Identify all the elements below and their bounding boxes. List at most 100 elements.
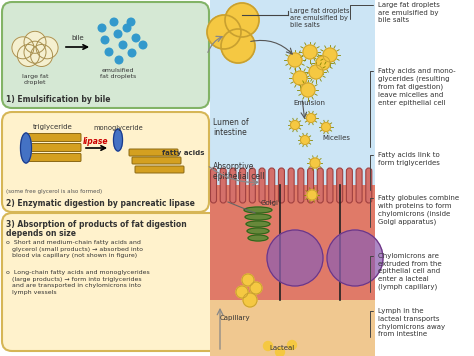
- Text: Capillary: Capillary: [219, 315, 250, 321]
- FancyBboxPatch shape: [288, 168, 294, 203]
- Circle shape: [242, 274, 254, 286]
- Text: Absorptive
epithelial cell: Absorptive epithelial cell: [213, 162, 264, 182]
- Circle shape: [114, 30, 122, 38]
- FancyBboxPatch shape: [327, 168, 333, 203]
- FancyBboxPatch shape: [27, 143, 81, 152]
- Ellipse shape: [113, 129, 122, 151]
- Circle shape: [316, 56, 330, 70]
- FancyBboxPatch shape: [317, 168, 323, 203]
- Ellipse shape: [247, 228, 269, 234]
- Text: Lumen of
intestine: Lumen of intestine: [213, 118, 249, 137]
- FancyBboxPatch shape: [366, 168, 372, 203]
- Text: Fatty globules combine
with proteins to form
chylomicrons (inside
Golgi apparatu: Fatty globules combine with proteins to …: [378, 195, 459, 225]
- FancyBboxPatch shape: [356, 168, 362, 203]
- Text: Chylomicrons are
extruded from the
epithelial cell and
enter a lacteal
(lymph ca: Chylomicrons are extruded from the epith…: [378, 253, 442, 290]
- Text: lipase: lipase: [83, 136, 109, 146]
- Circle shape: [98, 24, 106, 32]
- Circle shape: [236, 286, 248, 298]
- Circle shape: [24, 41, 46, 63]
- FancyBboxPatch shape: [308, 168, 314, 203]
- Circle shape: [310, 158, 320, 168]
- Text: 1) Emulsification by bile: 1) Emulsification by bile: [6, 94, 110, 104]
- Ellipse shape: [20, 133, 31, 163]
- Circle shape: [288, 53, 302, 67]
- Circle shape: [128, 49, 136, 57]
- Text: Fatty acids link to
form triglycerides: Fatty acids link to form triglycerides: [378, 152, 440, 166]
- Text: emulsified
fat droplets: emulsified fat droplets: [100, 68, 136, 79]
- Text: o  Short and medium-chain fatty acids and
   glycerol (small products) → absorbe: o Short and medium-chain fatty acids and…: [6, 240, 143, 258]
- Circle shape: [264, 341, 273, 351]
- FancyBboxPatch shape: [27, 134, 81, 141]
- Circle shape: [327, 230, 383, 286]
- Text: Micelles: Micelles: [322, 135, 350, 141]
- Circle shape: [36, 37, 58, 59]
- Circle shape: [309, 65, 323, 79]
- Circle shape: [307, 114, 316, 122]
- FancyBboxPatch shape: [135, 166, 184, 173]
- FancyBboxPatch shape: [210, 168, 217, 203]
- FancyBboxPatch shape: [249, 168, 255, 203]
- Circle shape: [31, 44, 53, 67]
- Circle shape: [18, 44, 39, 67]
- Text: Large fat droplets
are emulsified by
bile salts: Large fat droplets are emulsified by bil…: [290, 8, 349, 28]
- Circle shape: [127, 18, 135, 26]
- Circle shape: [321, 122, 330, 131]
- FancyBboxPatch shape: [129, 149, 178, 156]
- Text: (some free glycerol is also formed): (some free glycerol is also formed): [6, 189, 102, 194]
- Circle shape: [24, 31, 46, 53]
- FancyBboxPatch shape: [2, 112, 209, 212]
- Text: 3) Absorption of products of fat digestion: 3) Absorption of products of fat digesti…: [6, 220, 187, 229]
- Bar: [210, 0, 375, 185]
- FancyBboxPatch shape: [230, 168, 236, 203]
- FancyBboxPatch shape: [346, 168, 352, 203]
- FancyBboxPatch shape: [132, 157, 181, 164]
- Circle shape: [293, 71, 307, 85]
- Text: bile: bile: [72, 35, 84, 41]
- Circle shape: [105, 48, 113, 56]
- Ellipse shape: [244, 207, 272, 213]
- FancyBboxPatch shape: [259, 168, 265, 203]
- FancyBboxPatch shape: [27, 153, 81, 162]
- Text: fatty acids: fatty acids: [162, 150, 204, 156]
- Circle shape: [291, 120, 300, 130]
- Circle shape: [275, 347, 284, 356]
- Circle shape: [250, 282, 262, 294]
- Circle shape: [307, 190, 317, 200]
- Circle shape: [267, 230, 323, 286]
- Text: large fat
droplet: large fat droplet: [22, 74, 48, 85]
- FancyBboxPatch shape: [337, 168, 343, 203]
- Text: Lymph in the
lacteal transports
chylomicrons away
from intestine: Lymph in the lacteal transports chylomic…: [378, 308, 445, 337]
- Text: Lacteal: Lacteal: [269, 345, 295, 351]
- Circle shape: [301, 83, 315, 97]
- Ellipse shape: [246, 221, 270, 227]
- Text: o  Long-chain fatty acids and monoglycerides
   (large products) → form into tri: o Long-chain fatty acids and monoglyceri…: [6, 270, 150, 295]
- FancyBboxPatch shape: [240, 168, 246, 203]
- FancyBboxPatch shape: [278, 168, 284, 203]
- Text: Fatty acids and mono-
glycerides (resulting
from fat digestion)
leave micelles a: Fatty acids and mono- glycerides (result…: [378, 68, 456, 106]
- Text: Large fat droplets
are emulsified by
bile salts: Large fat droplets are emulsified by bil…: [378, 2, 440, 23]
- Circle shape: [225, 3, 259, 37]
- Circle shape: [139, 41, 147, 49]
- Circle shape: [101, 36, 109, 44]
- Text: Golgi: Golgi: [261, 200, 279, 206]
- Circle shape: [119, 41, 127, 49]
- Bar: [210, 300, 375, 356]
- Ellipse shape: [245, 214, 271, 220]
- Circle shape: [323, 48, 337, 62]
- Text: triglyceride: triglyceride: [33, 124, 73, 130]
- Circle shape: [243, 293, 257, 307]
- Circle shape: [110, 18, 118, 26]
- Circle shape: [115, 56, 123, 64]
- Text: 2) Enzymatic digestion by pancreatic lipase: 2) Enzymatic digestion by pancreatic lip…: [6, 199, 195, 208]
- Circle shape: [288, 340, 297, 350]
- FancyBboxPatch shape: [2, 213, 222, 351]
- Bar: [210, 185, 375, 300]
- Circle shape: [303, 45, 317, 59]
- Ellipse shape: [248, 235, 268, 241]
- Circle shape: [207, 15, 241, 49]
- FancyBboxPatch shape: [220, 168, 226, 203]
- Circle shape: [12, 37, 34, 59]
- FancyBboxPatch shape: [298, 168, 304, 203]
- Circle shape: [123, 24, 131, 32]
- Circle shape: [132, 34, 140, 42]
